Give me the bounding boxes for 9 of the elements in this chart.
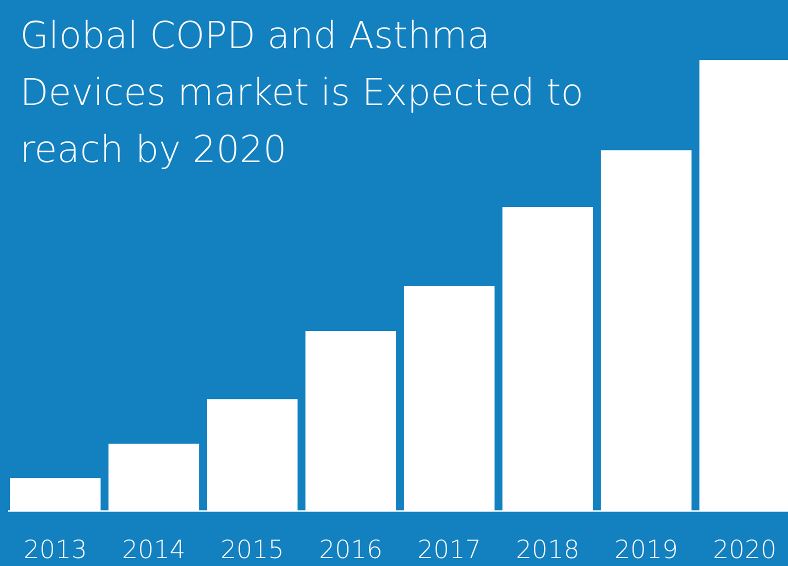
- x-tick-label: 2018: [516, 535, 580, 564]
- x-tick-label: 2019: [614, 535, 678, 564]
- x-tick-label: 2020: [712, 535, 777, 564]
- x-tick-label: 2017: [417, 535, 482, 564]
- chart-title: Global COPD and Asthma Devices market is Expected to reach by 2020: [20, 14, 584, 171]
- x-tick-label: 2013: [23, 535, 88, 564]
- x-tick-label: 2014: [122, 535, 186, 564]
- x-tick-label: 2015: [220, 535, 284, 564]
- x-tick-label: 2016: [318, 535, 383, 564]
